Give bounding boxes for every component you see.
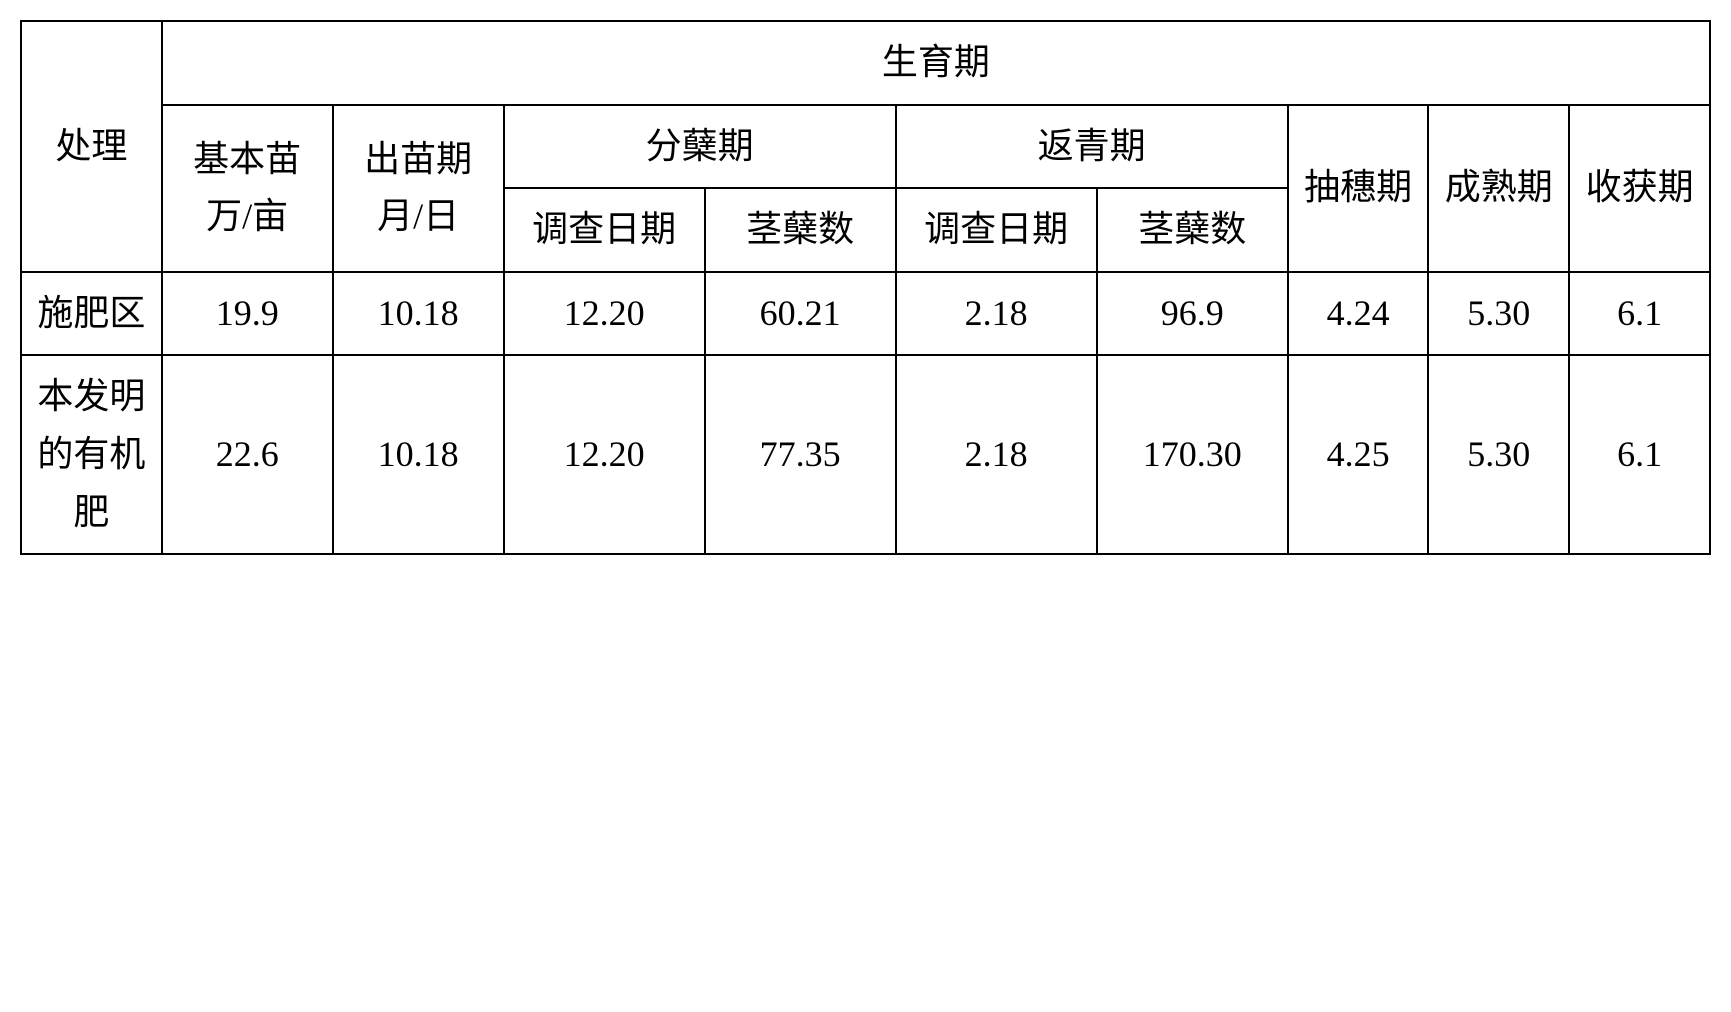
cell: 22.6 (162, 355, 333, 554)
cell: 12.20 (504, 272, 705, 356)
header-top-span: 生育期 (162, 21, 1710, 105)
cell: 2.18 (896, 272, 1097, 356)
table-row: 施肥区 19.9 10.18 12.20 60.21 2.18 96.9 4.2… (21, 272, 1710, 356)
cell: 6.1 (1569, 272, 1710, 356)
cell: 10.18 (333, 355, 504, 554)
header-basic-seedling: 基本苗万/亩 (162, 105, 333, 272)
cell: 12.20 (504, 355, 705, 554)
table-row: 本发明的有机肥 22.6 10.18 12.20 77.35 2.18 170.… (21, 355, 1710, 554)
cell: 77.35 (705, 355, 896, 554)
header-survey-date-b: 调查日期 (896, 188, 1097, 272)
header-harvest: 收获期 (1569, 105, 1710, 272)
row-label: 施肥区 (21, 272, 162, 356)
header-maturity: 成熟期 (1428, 105, 1569, 272)
cell: 4.25 (1288, 355, 1429, 554)
cell: 60.21 (705, 272, 896, 356)
header-tiller-count-b: 茎蘖数 (1097, 188, 1288, 272)
growth-period-table: 处理 生育期 基本苗万/亩 出苗期月/日 分蘖期 返青期 抽穗期 成熟期 收获期… (20, 20, 1711, 555)
header-emergence: 出苗期月/日 (333, 105, 504, 272)
cell: 170.30 (1097, 355, 1288, 554)
header-tiller-count-a: 茎蘖数 (705, 188, 896, 272)
cell: 96.9 (1097, 272, 1288, 356)
header-regreening: 返青期 (896, 105, 1288, 189)
cell: 5.30 (1428, 355, 1569, 554)
cell: 10.18 (333, 272, 504, 356)
row-label: 本发明的有机肥 (21, 355, 162, 554)
header-heading: 抽穗期 (1288, 105, 1429, 272)
header-tillering: 分蘖期 (504, 105, 896, 189)
cell: 6.1 (1569, 355, 1710, 554)
cell: 2.18 (896, 355, 1097, 554)
cell: 19.9 (162, 272, 333, 356)
header-survey-date-a: 调查日期 (504, 188, 705, 272)
cell: 4.24 (1288, 272, 1429, 356)
cell: 5.30 (1428, 272, 1569, 356)
header-row-label: 处理 (21, 21, 162, 272)
